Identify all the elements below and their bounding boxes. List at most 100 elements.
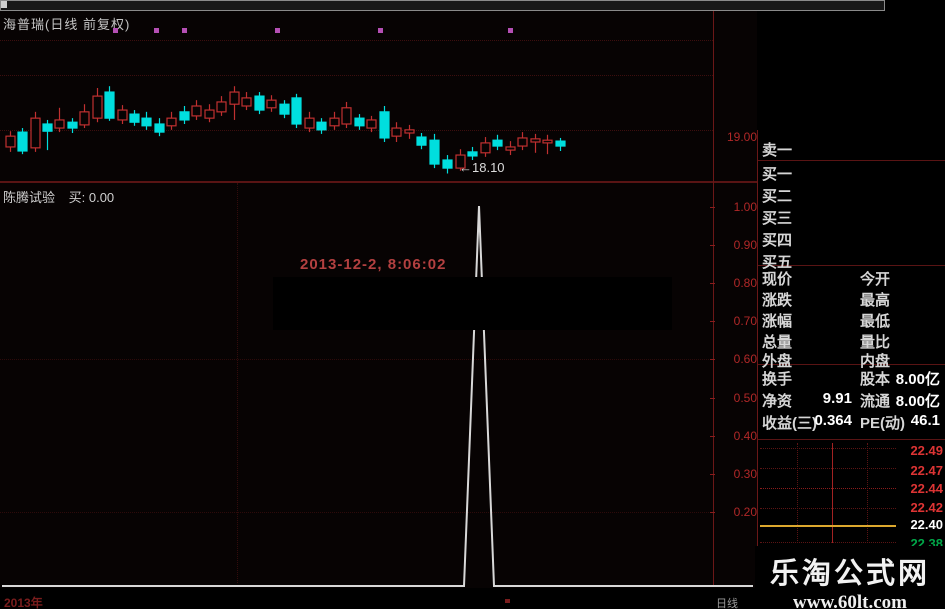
quote-label: 外盘: [762, 353, 793, 370]
panel-divider[interactable]: [0, 181, 757, 183]
watermark-site-name: 乐淘公式网: [769, 558, 930, 590]
candle-down: [492, 139, 503, 147]
x-mark-icon: [275, 28, 280, 33]
candle-up: [79, 111, 90, 126]
x-mark-icon: [154, 28, 159, 33]
fund-row[interactable]: 净资 9.91 流通 8.00亿: [757, 390, 945, 410]
quote-panel-border: [757, 130, 758, 546]
candle-up: [505, 146, 516, 151]
quote-label: 净资: [762, 393, 793, 410]
fund-row[interactable]: 收益(三) 0.364 PE(动) 46.1: [757, 412, 945, 432]
quote-label: 涨跌: [762, 292, 793, 309]
info-row[interactable]: 外盘 内盘: [757, 350, 945, 370]
top-scrollbar[interactable]: [0, 0, 885, 11]
candlestick-and-indicator-plot[interactable]: [0, 11, 757, 609]
candle-up: [391, 127, 402, 137]
gridline: [0, 75, 713, 76]
x-mark-icon: [378, 28, 383, 33]
buy-row-3[interactable]: 买三: [757, 207, 945, 227]
buy-row-4[interactable]: 买四: [757, 229, 945, 249]
quote-value: 8.00亿: [895, 393, 940, 410]
indicator-axis-label: 0.80: [733, 276, 757, 291]
indicator-axis-label: 0.70: [733, 314, 757, 329]
quote-label: 买二: [762, 188, 793, 205]
gridline: [0, 130, 713, 131]
candle-down: [141, 117, 152, 127]
info-row[interactable]: 涨跌 最高: [757, 289, 945, 309]
indicator-axis-label: 0.30: [733, 466, 757, 481]
buy-row-1[interactable]: 买一: [757, 163, 945, 183]
chart-title: 海普瑞(日线 前复权): [3, 17, 131, 32]
quote-label: 最高: [860, 292, 891, 309]
quote-label: 量比: [860, 334, 891, 351]
candle-down: [467, 151, 478, 157]
period-label[interactable]: 日线: [716, 598, 738, 609]
main-chart-area[interactable]: 海普瑞(日线 前复权) 19.00 1.00 0.90 0.80 0.70 0.60 0.…: [0, 11, 757, 588]
mini-price-label: 22.40: [910, 517, 943, 532]
candle-up: [329, 117, 340, 127]
mini-gridline: [760, 542, 896, 543]
signal-date-annotation: 2013-12-2, 8:06:02: [300, 256, 447, 273]
mini-gridline: [832, 443, 833, 543]
candle-down: [154, 123, 165, 133]
candle-down: [17, 131, 28, 152]
candle-down: [429, 139, 440, 165]
axis-tick: [710, 359, 715, 361]
quote-label: 换手: [762, 371, 793, 388]
quote-value: 46.1: [910, 412, 940, 429]
low-price-annotation: ←18.10: [459, 160, 505, 175]
candle-down: [279, 103, 290, 115]
x-mark-icon: [113, 28, 118, 33]
axis-tick: [710, 473, 715, 475]
quote-label: 股本: [860, 371, 891, 388]
info-row[interactable]: 总量 量比: [757, 331, 945, 351]
candle-up: [54, 119, 65, 129]
scrollbar-thumb[interactable]: [1, 1, 7, 8]
intraday-mini-chart[interactable]: 22.49 22.47 22.44 22.42 22.40 22.38: [758, 440, 945, 551]
x-mark-icon: [182, 28, 187, 33]
axis-tick: [710, 207, 715, 208]
quote-label: PE(动): [860, 415, 906, 432]
indicator-name: 陈腾试验: [3, 190, 56, 205]
gridline: [0, 512, 713, 513]
mini-price-label: 22.44: [910, 481, 943, 496]
current-price-line: [760, 525, 896, 527]
candle-down: [254, 95, 265, 111]
quote-label: 现价: [762, 271, 793, 288]
axis-tick: [710, 245, 715, 247]
watermark-site-url: www.60lt.com: [793, 592, 907, 609]
fund-row[interactable]: 换手 股本 8.00亿: [757, 368, 945, 388]
censored-black-box: [273, 277, 672, 330]
candle-up: [304, 117, 315, 129]
indicator-name-label: 陈腾试验 买: 0.00: [3, 187, 114, 206]
quote-panel-divider: [758, 160, 945, 161]
candle-up: [404, 129, 415, 134]
quote-value: 8.00亿: [895, 371, 940, 388]
quote-label: 买三: [762, 210, 793, 227]
quote-label: 买五: [762, 254, 793, 271]
time-axis-tick: [505, 599, 510, 603]
mini-gridline: [760, 488, 896, 489]
candle-up: [366, 119, 377, 129]
watermark-box: 乐淘公式网 www.60lt.com: [755, 546, 945, 609]
mini-price-label: 22.47: [910, 463, 943, 478]
candle-up: [341, 107, 352, 125]
sell-row-1[interactable]: 卖一: [757, 139, 945, 159]
quote-label: 买四: [762, 232, 793, 249]
candle-up: [266, 99, 277, 109]
info-row[interactable]: 涨幅 最低: [757, 310, 945, 330]
quote-label: 总量: [762, 334, 793, 351]
axis-tick: [710, 283, 715, 285]
quote-label: 买一: [762, 166, 793, 183]
candle-up: [117, 109, 128, 121]
buy-row-5[interactable]: 买五: [757, 251, 945, 271]
buy-row-2[interactable]: 买二: [757, 185, 945, 205]
indicator-value: 买: 0.00: [68, 190, 115, 205]
info-row[interactable]: 现价 今开: [757, 268, 945, 288]
candle-up: [166, 117, 177, 127]
quote-label: 涨幅: [762, 313, 793, 330]
time-axis-year-label: 2013年: [4, 596, 43, 609]
candle-down: [354, 117, 365, 127]
quote-panel-divider: [758, 265, 945, 266]
